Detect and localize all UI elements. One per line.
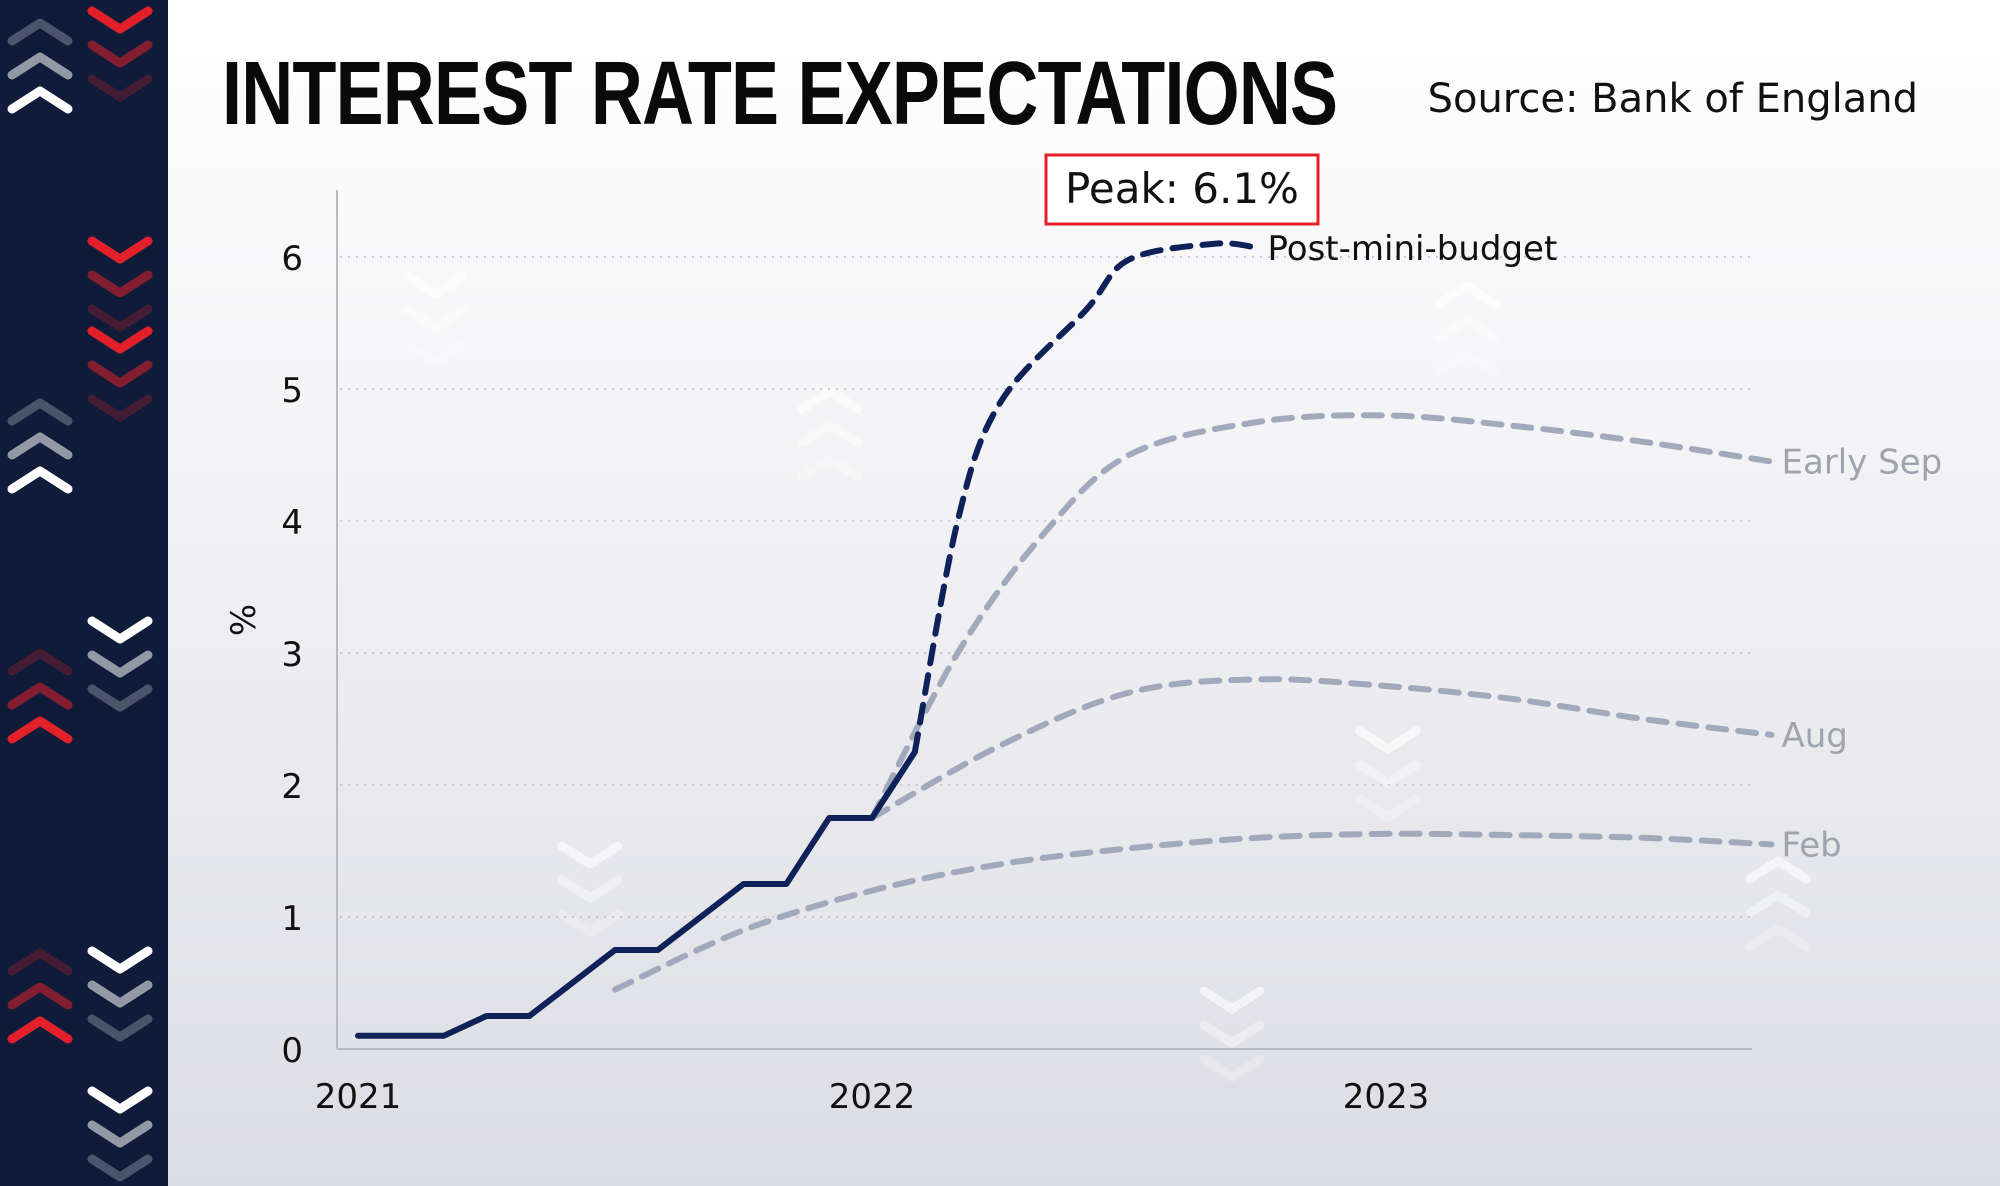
chevron-down-icon	[557, 875, 623, 903]
chevron-down-icon	[1199, 986, 1265, 1014]
chevron-up-icon	[7, 682, 73, 710]
chevron-up-icon	[7, 466, 73, 494]
series-label-aug: Aug	[1782, 716, 1848, 756]
y-tick-label: 6	[281, 239, 303, 279]
chevron-down-icon	[402, 271, 468, 299]
chevron-up-icon	[797, 454, 863, 482]
chevron-up-icon	[1745, 890, 1811, 918]
chevron-up-icon	[797, 420, 863, 448]
chevron-down-icon	[1355, 794, 1421, 822]
x-tick-label: 2021	[315, 1077, 402, 1117]
chevron-down-icon	[402, 305, 468, 333]
series-label-post-mini-budget: Post-mini-budget	[1268, 229, 1558, 269]
sidebar-chevron-pattern	[0, 0, 168, 1186]
chevron-down-icon	[87, 40, 153, 68]
chevron-down-icon	[87, 1086, 153, 1114]
chevron-down-icon	[87, 1014, 153, 1042]
chevron-down-icon	[87, 980, 153, 1008]
y-tick-label: 0	[281, 1031, 303, 1071]
chevron-down-icon	[557, 841, 623, 869]
x-tick-label: 2023	[1343, 1077, 1430, 1117]
chevron-up-icon	[7, 432, 73, 460]
chevron-down-icon	[1355, 726, 1421, 754]
chevron-up-icon	[7, 982, 73, 1010]
chevron-up-icon	[7, 648, 73, 676]
gridlines	[340, 256, 1752, 918]
chevron-down-icon	[87, 270, 153, 298]
series-lines	[355, 240, 1775, 1039]
chevron-down-icon	[1199, 1054, 1265, 1082]
chevron-down-icon	[87, 394, 153, 422]
chevron-up-icon	[1434, 315, 1500, 343]
chevron-up-icon	[7, 86, 73, 114]
chevron-down-icon	[87, 360, 153, 388]
chevron-down-icon	[87, 6, 153, 34]
chevron-down-icon	[1199, 1020, 1265, 1048]
chevron-down-icon	[87, 304, 153, 332]
chevron-up-icon	[1434, 349, 1500, 377]
y-tick-labels: 0 1 2 3 4 5 6	[281, 239, 303, 1071]
chevron-up-icon	[7, 948, 73, 976]
chevron-up-icon	[797, 386, 863, 414]
background-chevrons	[402, 271, 1811, 1082]
chevron-up-icon	[7, 398, 73, 426]
x-tick-label: 2022	[829, 1077, 916, 1117]
chevron-down-icon	[1355, 760, 1421, 788]
chevron-up-icon	[1745, 924, 1811, 952]
y-axis-label: %	[224, 604, 264, 636]
y-tick-label: 3	[281, 635, 303, 675]
y-tick-label: 2	[281, 767, 303, 807]
series-line-aug	[869, 676, 1775, 821]
chevron-up-icon	[7, 18, 73, 46]
chart-title: INTEREST RATE EXPECTATIONS	[222, 44, 1338, 144]
chevron-down-icon	[87, 616, 153, 644]
source-label: Source: Bank of England	[1427, 76, 1918, 122]
series-label-early-sep: Early Sep	[1782, 443, 1943, 483]
series-line-post-mini-budget	[911, 240, 1261, 755]
y-tick-label: 1	[281, 899, 303, 939]
y-tick-label: 4	[281, 503, 303, 543]
series-line-actual-rate	[355, 749, 918, 1039]
y-tick-label: 5	[281, 371, 303, 411]
chevron-down-icon	[87, 946, 153, 974]
chevron-down-icon	[87, 684, 153, 712]
chevron-up-icon	[1434, 281, 1500, 309]
chevron-down-icon	[87, 74, 153, 102]
chevron-up-icon	[7, 716, 73, 744]
chevron-down-icon	[87, 650, 153, 678]
x-tick-labels: 2021 2022 2023	[315, 1077, 1430, 1117]
chevron-up-icon	[7, 52, 73, 80]
chevron-down-icon	[87, 236, 153, 264]
series-label-feb: Feb	[1782, 825, 1842, 865]
chevron-down-icon	[87, 1120, 153, 1148]
chevron-down-icon	[87, 326, 153, 354]
peak-annotation: Peak: 6.1%	[1044, 153, 1320, 226]
chevron-up-icon	[1745, 856, 1811, 884]
chevron-pattern-icon	[7, 6, 153, 1182]
chevron-down-icon	[557, 909, 623, 937]
series-line-feb	[612, 830, 1775, 993]
chevron-down-icon	[87, 1154, 153, 1182]
series-line-early-sep	[869, 412, 1775, 821]
chevron-up-icon	[7, 1016, 73, 1044]
peak-annotation-box	[1044, 153, 1320, 226]
peak-annotation-text: Peak: 6.1%	[1065, 164, 1299, 213]
chevron-down-icon	[402, 339, 468, 367]
series-labels: Feb Aug Early Sep Post-mini-budget	[1268, 229, 1943, 866]
